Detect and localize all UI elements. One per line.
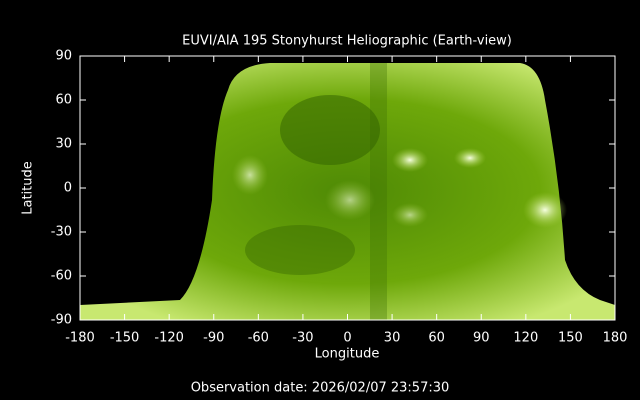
solar-map	[80, 63, 615, 320]
y-tick-label: 60	[55, 93, 72, 108]
x-tick-label: 90	[473, 331, 490, 346]
x-tick-label: 120	[513, 331, 538, 346]
y-axis-label: Latitude	[21, 161, 36, 215]
x-tick-label: -150	[110, 331, 140, 346]
y-tick-label: -60	[51, 269, 72, 284]
y-tick-label: 90	[55, 49, 72, 64]
y-tick-label: 30	[55, 137, 72, 152]
x-tick-label: -120	[154, 331, 184, 346]
y-tick-label: 0	[64, 181, 72, 196]
x-tick-label: 150	[558, 331, 583, 346]
y-tick-label: -30	[51, 225, 72, 240]
x-tick-label: 0	[343, 331, 351, 346]
x-tick-label: -30	[292, 331, 313, 346]
x-tick-label: 30	[384, 331, 401, 346]
x-tick-label: 180	[603, 331, 628, 346]
y-tick-label: -90	[51, 313, 72, 328]
x-axis-label: Longitude	[315, 347, 380, 362]
x-tick-label: -180	[65, 331, 95, 346]
chart-title: EUVI/AIA 195 Stonyhurst Heliographic (Ea…	[182, 34, 512, 49]
x-tick-label: -60	[248, 331, 269, 346]
x-tick-label: 60	[428, 331, 445, 346]
x-tick-label: -90	[203, 331, 224, 346]
footer: Observation date: 2026/02/07 23:57:30	[191, 381, 450, 396]
